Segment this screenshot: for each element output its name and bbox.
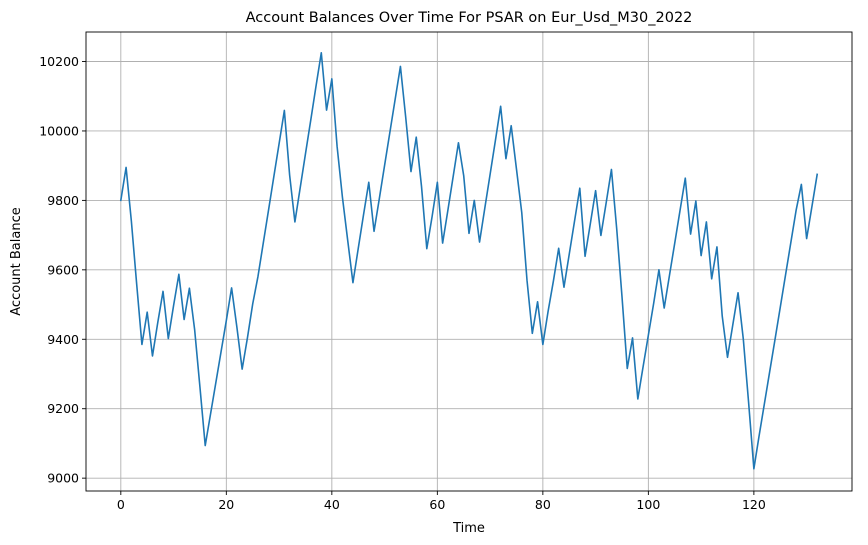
y-tick-label: 9800 bbox=[47, 193, 79, 208]
chart-title: Account Balances Over Time For PSAR on E… bbox=[246, 10, 693, 26]
x-tick-label: 60 bbox=[429, 497, 445, 512]
tick-layer: 0 20 40 60 80 100 120 9000 9200 9400 9600 9800 10000… bbox=[39, 54, 766, 512]
y-tick-label: 10200 bbox=[39, 54, 79, 69]
y-tick-label: 10000 bbox=[39, 123, 79, 138]
y-tick-label: 9400 bbox=[47, 332, 79, 347]
line-layer bbox=[119, 52, 819, 470]
x-tick-label: 80 bbox=[535, 497, 551, 512]
plot-frame bbox=[85, 31, 853, 492]
x-tick-label: 40 bbox=[324, 497, 340, 512]
y-axis-label: Account Balance bbox=[9, 207, 24, 315]
x-tick-label: 0 bbox=[117, 497, 125, 512]
x-tick-label: 20 bbox=[218, 497, 234, 512]
balance-series-line bbox=[119, 52, 819, 470]
x-axis-label: Time bbox=[452, 521, 485, 536]
y-tick-label: 9200 bbox=[47, 401, 79, 416]
y-tick-label: 9000 bbox=[47, 471, 79, 486]
x-tick-label: 100 bbox=[636, 497, 660, 512]
grid-layer bbox=[86, 32, 852, 491]
x-tick-label: 120 bbox=[742, 497, 766, 512]
y-tick-label: 9600 bbox=[47, 262, 79, 277]
